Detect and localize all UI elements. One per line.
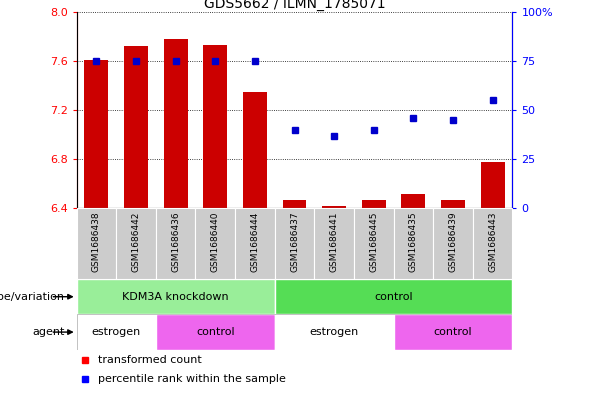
Text: GSM1686440: GSM1686440 bbox=[211, 212, 220, 272]
Bar bbox=[77, 279, 274, 314]
Text: GSM1686437: GSM1686437 bbox=[290, 212, 299, 272]
Bar bbox=[124, 46, 148, 208]
Bar bbox=[116, 208, 156, 279]
Bar bbox=[164, 39, 187, 208]
Text: GSM1686441: GSM1686441 bbox=[330, 212, 339, 272]
Title: GDS5662 / ILMN_1785071: GDS5662 / ILMN_1785071 bbox=[204, 0, 385, 11]
Bar bbox=[156, 208, 196, 279]
Bar bbox=[156, 314, 274, 350]
Text: transformed count: transformed count bbox=[98, 354, 202, 365]
Bar bbox=[196, 208, 235, 279]
Bar bbox=[441, 200, 465, 208]
Text: estrogen: estrogen bbox=[309, 327, 359, 337]
Bar bbox=[473, 208, 512, 279]
Text: genotype/variation: genotype/variation bbox=[0, 292, 65, 302]
Bar bbox=[481, 162, 505, 208]
Text: control: control bbox=[196, 327, 234, 337]
Bar bbox=[243, 92, 267, 208]
Bar bbox=[393, 208, 433, 279]
Bar bbox=[274, 314, 393, 350]
Bar bbox=[274, 279, 512, 314]
Bar bbox=[235, 208, 274, 279]
Text: percentile rank within the sample: percentile rank within the sample bbox=[98, 374, 286, 384]
Bar bbox=[393, 314, 512, 350]
Text: GSM1686443: GSM1686443 bbox=[488, 212, 497, 272]
Text: GSM1686444: GSM1686444 bbox=[250, 212, 259, 272]
Text: control: control bbox=[434, 327, 472, 337]
Bar bbox=[322, 206, 346, 208]
Text: GSM1686435: GSM1686435 bbox=[409, 212, 418, 272]
Text: GSM1686445: GSM1686445 bbox=[369, 212, 378, 272]
Text: GSM1686436: GSM1686436 bbox=[171, 212, 180, 272]
Bar bbox=[362, 200, 386, 208]
Bar bbox=[283, 200, 306, 208]
Text: KDM3A knockdown: KDM3A knockdown bbox=[123, 292, 229, 302]
Bar bbox=[77, 208, 116, 279]
Bar bbox=[402, 194, 425, 208]
Bar bbox=[354, 208, 393, 279]
Bar bbox=[274, 208, 315, 279]
Bar bbox=[203, 45, 227, 208]
Text: agent: agent bbox=[32, 327, 65, 337]
Bar bbox=[77, 314, 156, 350]
Text: GSM1686438: GSM1686438 bbox=[92, 212, 101, 272]
Bar bbox=[315, 208, 354, 279]
Bar bbox=[433, 208, 473, 279]
Text: GSM1686442: GSM1686442 bbox=[131, 212, 141, 272]
Bar bbox=[84, 60, 108, 208]
Text: GSM1686439: GSM1686439 bbox=[448, 212, 458, 272]
Text: estrogen: estrogen bbox=[91, 327, 141, 337]
Text: control: control bbox=[374, 292, 413, 302]
